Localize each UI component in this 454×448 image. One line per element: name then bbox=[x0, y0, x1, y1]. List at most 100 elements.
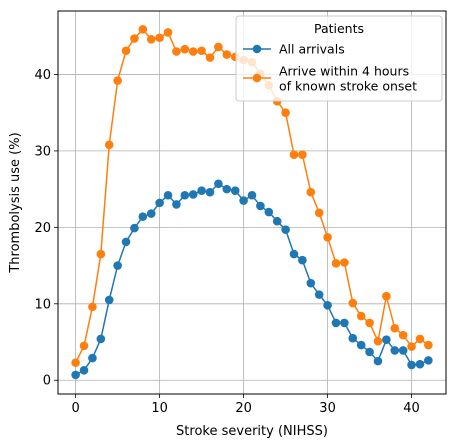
legend-label-line: All arrivals bbox=[279, 42, 345, 57]
data-point bbox=[96, 334, 106, 344]
x-tick-label: 20 bbox=[235, 401, 252, 416]
y-axis-label: Thrombolysis use (%) bbox=[8, 132, 23, 273]
data-point bbox=[348, 298, 358, 308]
data-point bbox=[382, 335, 391, 345]
data-point bbox=[88, 302, 97, 312]
data-point bbox=[239, 196, 248, 205]
data-point bbox=[155, 33, 164, 43]
data-point bbox=[264, 207, 274, 217]
legend-marker bbox=[252, 44, 262, 54]
data-point bbox=[348, 333, 358, 343]
data-point bbox=[121, 46, 131, 56]
data-point bbox=[323, 232, 332, 242]
data-point bbox=[415, 334, 425, 344]
data-point bbox=[172, 200, 181, 209]
data-point bbox=[138, 212, 148, 221]
data-point bbox=[390, 323, 400, 333]
data-point bbox=[230, 186, 240, 195]
y-tick-label: 20 bbox=[34, 221, 51, 236]
data-point bbox=[155, 198, 164, 208]
data-point bbox=[188, 190, 198, 199]
legend-box bbox=[235, 15, 443, 102]
data-point bbox=[373, 336, 383, 346]
data-point bbox=[113, 261, 122, 270]
y-tick-label: 10 bbox=[34, 297, 51, 312]
legend-title: Patients bbox=[314, 21, 364, 36]
legend-marker bbox=[252, 73, 262, 83]
data-point bbox=[146, 34, 156, 44]
data-point bbox=[222, 184, 232, 194]
data-point bbox=[314, 208, 324, 218]
data-point bbox=[365, 318, 374, 328]
legend-label: All arrivals bbox=[279, 42, 345, 57]
data-point bbox=[214, 179, 223, 189]
data-point bbox=[340, 318, 349, 328]
data-point bbox=[398, 330, 408, 340]
data-point bbox=[79, 366, 89, 375]
plot-frame bbox=[57, 10, 447, 395]
x-tick-label: 30 bbox=[319, 401, 336, 416]
data-point bbox=[163, 28, 173, 37]
legend-entry: All arrivals bbox=[243, 42, 345, 57]
legend-label-line: of known stroke onset bbox=[279, 79, 417, 94]
legend: Patients All arrivals Arrive within 4 hou… bbox=[235, 15, 443, 102]
data-point bbox=[88, 353, 97, 363]
data-point bbox=[96, 249, 106, 259]
data-point bbox=[407, 360, 416, 370]
x-axis-label: Stroke severity (NIHSS) bbox=[176, 424, 328, 439]
data-point bbox=[180, 44, 190, 54]
series-line bbox=[75, 182, 429, 376]
x-tick-label: 0 bbox=[71, 401, 79, 416]
data-point bbox=[188, 47, 198, 56]
data-point bbox=[424, 340, 433, 350]
legend-label: Arrive within 4 hours of known stroke ons… bbox=[279, 64, 417, 94]
data-point bbox=[197, 46, 206, 56]
data-point bbox=[104, 295, 114, 305]
data-point bbox=[146, 209, 156, 218]
data-point bbox=[222, 50, 232, 59]
data-point bbox=[272, 216, 282, 226]
data-point bbox=[365, 347, 374, 357]
data-point bbox=[424, 356, 433, 365]
data-point bbox=[172, 47, 181, 56]
data-point bbox=[197, 186, 206, 195]
data-point bbox=[331, 318, 341, 328]
data-point bbox=[130, 34, 139, 43]
data-point bbox=[205, 187, 215, 197]
data-point bbox=[113, 76, 122, 85]
data-point bbox=[214, 42, 223, 52]
y-tick-label: 0 bbox=[43, 374, 51, 389]
data-point bbox=[340, 258, 349, 267]
data-point bbox=[398, 346, 408, 355]
data-point bbox=[138, 25, 148, 34]
x-tick-label: 40 bbox=[403, 401, 420, 416]
data-point bbox=[71, 358, 80, 367]
data-point bbox=[331, 258, 341, 268]
data-point bbox=[390, 346, 400, 355]
data-point bbox=[415, 359, 425, 369]
data-point bbox=[281, 108, 290, 117]
data-point bbox=[356, 340, 366, 350]
data-point bbox=[256, 201, 265, 211]
data-point bbox=[121, 237, 131, 247]
x-tick-label: 10 bbox=[151, 401, 168, 416]
data-point bbox=[306, 187, 316, 197]
data-point bbox=[306, 278, 316, 288]
data-point bbox=[130, 223, 139, 233]
data-point bbox=[281, 225, 290, 234]
data-point bbox=[356, 311, 366, 321]
data-point bbox=[407, 342, 416, 351]
data-point bbox=[180, 190, 190, 200]
data-point bbox=[373, 356, 383, 366]
data-point bbox=[298, 255, 307, 265]
data-point bbox=[314, 290, 324, 299]
data-point bbox=[247, 190, 257, 200]
y-tick-label: 40 bbox=[34, 68, 51, 83]
series-1 bbox=[71, 179, 433, 380]
data-point bbox=[382, 291, 391, 301]
data-point bbox=[104, 140, 114, 150]
data-point bbox=[79, 341, 89, 351]
data-point bbox=[323, 301, 332, 310]
